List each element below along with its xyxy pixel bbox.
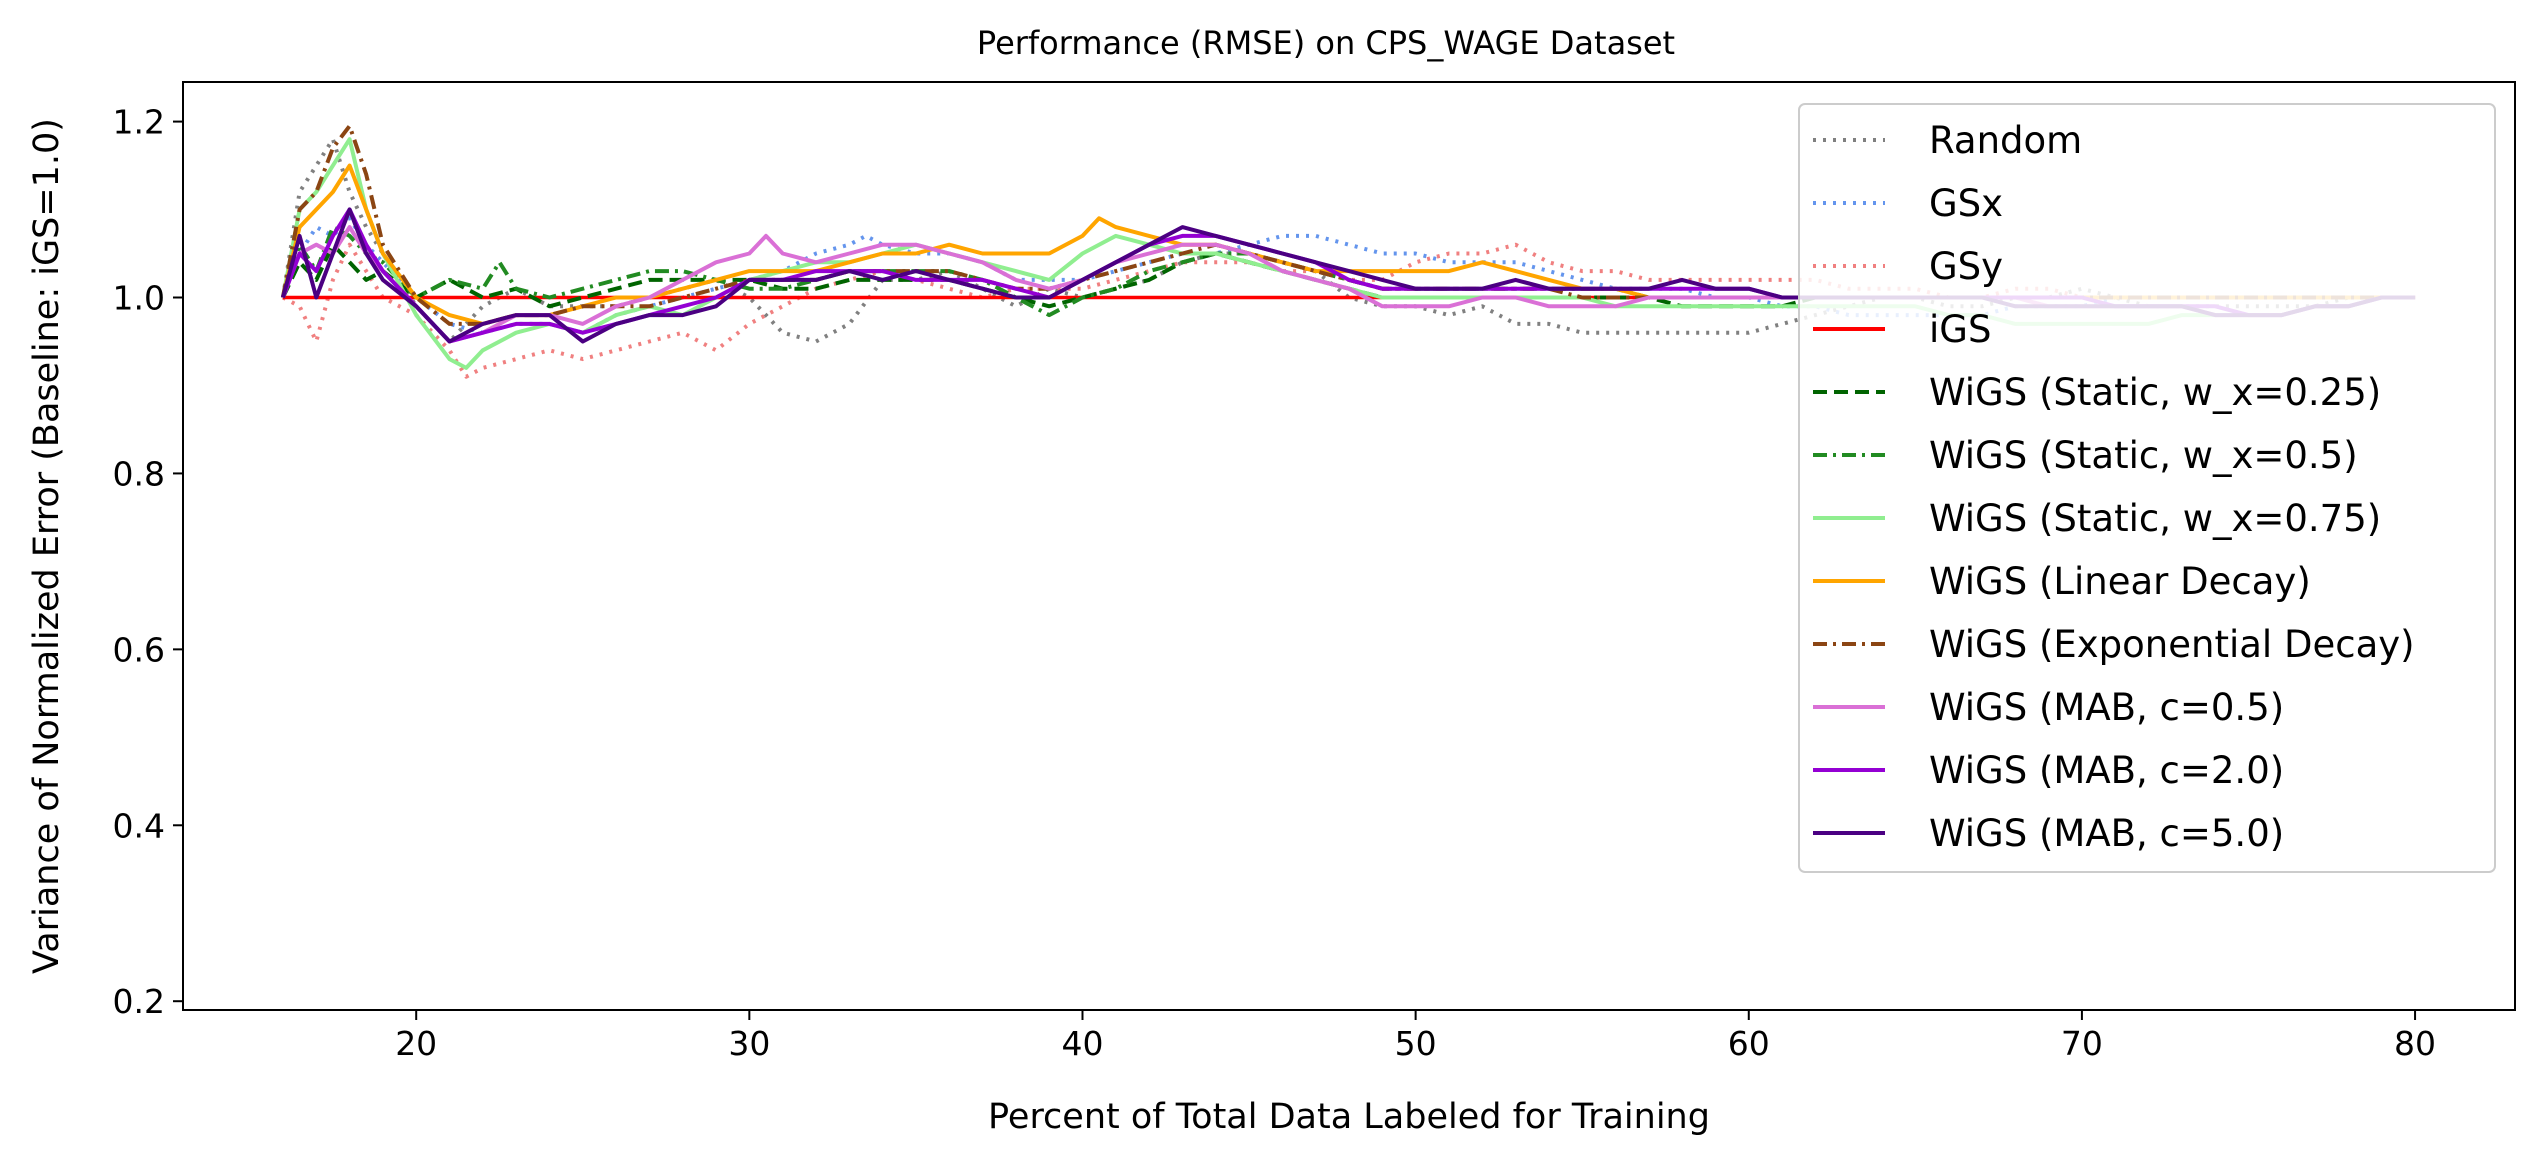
y-tick-label: 0.4 [113,806,165,845]
legend-label-10: WiGS (MAB, c=0.5) [1929,686,2284,729]
x-tick-label: 30 [728,1024,770,1063]
x-axis: 20 30 40 50 60 70 80 [395,1010,2436,1063]
x-tick-label: 60 [1728,1024,1770,1063]
y-axis-title: Variance of Normalized Error (Baseline: … [27,118,67,974]
x-tick-label: 40 [1061,1024,1103,1063]
legend-label-4: iGS [1929,308,1991,351]
x-tick-label: 20 [395,1024,437,1063]
legend-items: Random GSx GSy iGS WiGS (Static, w_x=0.25) Wi… [1813,119,2415,855]
legend-label-6: WiGS (Static, w_x=0.5) [1929,434,2358,477]
legend-label-3: GSy [1929,245,2003,288]
x-tick-label: 80 [2394,1024,2436,1063]
legend-label-8: WiGS (Linear Decay) [1929,560,2311,603]
y-tick-label: 0.8 [113,454,165,493]
y-axis: 0.2 0.4 0.6 0.8 1.0 1.2 [113,103,183,1021]
legend-box [1798,103,2496,873]
legend-label-2: GSx [1929,182,2003,225]
legend-label-1: Random [1929,119,2082,162]
y-tick-label: 0.6 [113,630,165,669]
legend: Random GSx GSy iGS WiGS (Static, w_x=0.25) Wi… [1798,103,2496,873]
plot-frame [182,81,2516,1011]
legend-label-5: WiGS (Static, w_x=0.25) [1929,371,2381,414]
legend-label-9: WiGS (Exponential Decay) [1929,623,2415,666]
x-tick-label: 50 [1395,1024,1437,1063]
legend-label-7: WiGS (Static, w_x=0.75) [1929,497,2381,540]
y-tick-label: 1.2 [113,103,165,142]
y-tick-label: 1.0 [113,279,165,318]
x-axis-title: Percent of Total Data Labeled for Traini… [988,1097,1710,1137]
x-tick-label: 70 [2061,1024,2103,1063]
legend-label-11: WiGS (MAB, c=2.0) [1929,749,2284,792]
legend-label-12: WiGS (MAB, c=5.0) [1929,812,2284,855]
chart-title: Performance (RMSE) on CPS_WAGE Dataset [977,24,1675,62]
y-tick-label: 0.2 [113,982,165,1021]
